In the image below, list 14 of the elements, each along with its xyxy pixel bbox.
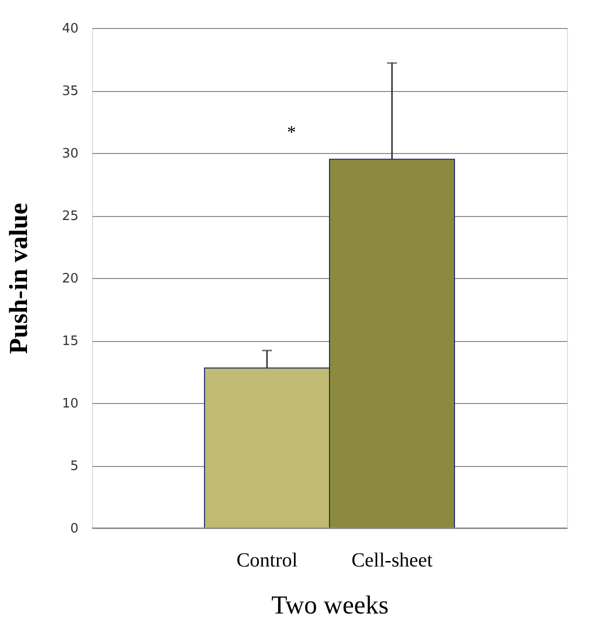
annotation: *: [287, 122, 296, 142]
y-tick-label: 35: [62, 84, 78, 99]
x-tick-label: Cell-sheet: [351, 550, 433, 572]
y-tick-label: 30: [62, 146, 78, 162]
y-tick-label: 25: [62, 209, 78, 224]
y-tick-label: 15: [62, 334, 78, 349]
y-tick-label: 5: [70, 459, 78, 474]
y-tick-label: 0: [70, 522, 78, 536]
y-tick-label: 10: [62, 396, 78, 412]
y-axis-title: Push-in value: [4, 203, 33, 354]
y-tick-label: 40: [62, 22, 78, 36]
y-tick-label: 20: [62, 272, 78, 286]
x-axis-title: Two weeks: [271, 590, 389, 620]
x-tick-label: Control: [236, 550, 298, 572]
